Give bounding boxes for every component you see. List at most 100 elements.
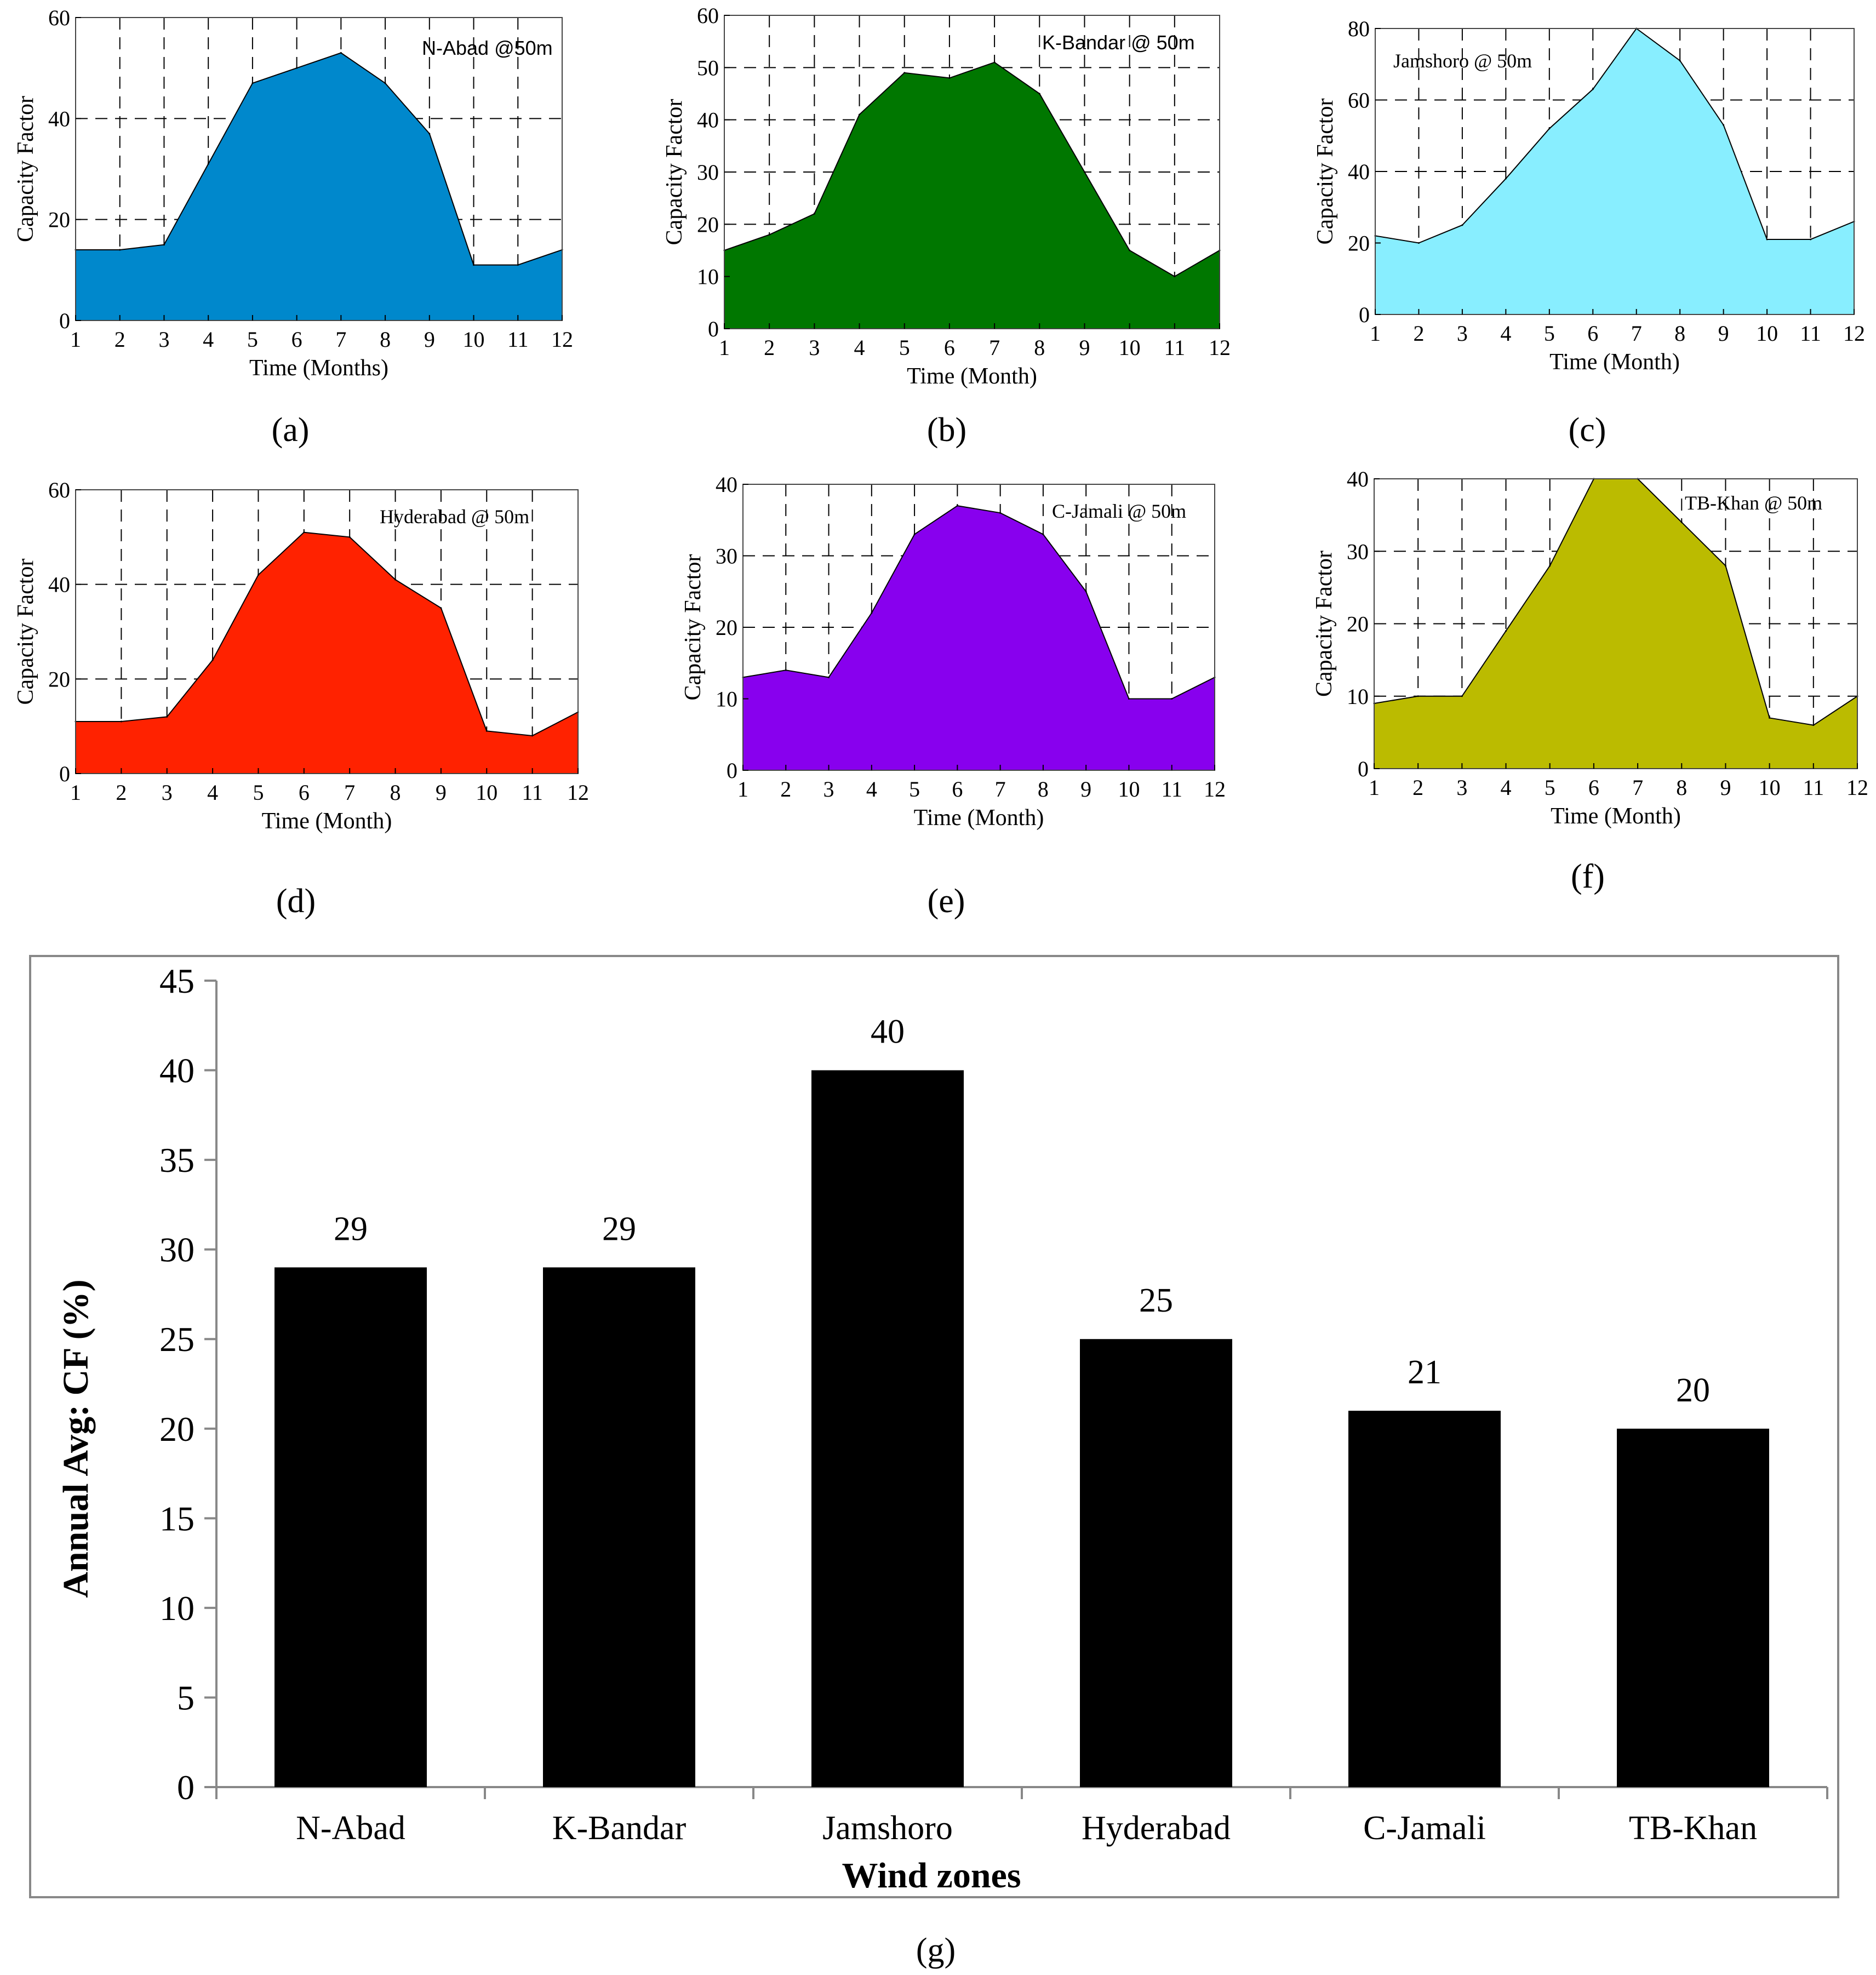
y-tick-label: 0 bbox=[708, 317, 719, 341]
data-point bbox=[119, 249, 121, 251]
x-tick-label: 7 bbox=[344, 780, 355, 805]
x-tick-label: 3 bbox=[162, 780, 173, 805]
x-tick-label: 7 bbox=[1631, 321, 1642, 346]
y-tick-label: 0 bbox=[1359, 302, 1370, 327]
series-area bbox=[75, 52, 563, 321]
y-tick-label: 20 bbox=[48, 208, 70, 232]
x-category-label: TB-Khan bbox=[1629, 1810, 1757, 1847]
x-tick-label: 3 bbox=[823, 777, 834, 802]
y-tick-label: 40 bbox=[1348, 159, 1370, 184]
x-tick-label: 5 bbox=[1544, 321, 1555, 346]
data-point bbox=[1129, 249, 1131, 251]
y-tick-label: 40 bbox=[1347, 467, 1369, 491]
y-axis-label: Capacity Factor bbox=[1313, 98, 1338, 244]
data-point bbox=[120, 720, 122, 723]
y-tick-label: 10 bbox=[697, 265, 719, 289]
data-point bbox=[163, 244, 165, 246]
bar-value-label: 25 bbox=[1139, 1282, 1173, 1319]
series-area bbox=[1374, 478, 1858, 769]
data-point bbox=[1724, 565, 1726, 567]
x-tick-label: 9 bbox=[424, 327, 435, 352]
x-tick-label: 5 bbox=[899, 335, 910, 360]
bar-value-label: 21 bbox=[1408, 1354, 1442, 1391]
bar bbox=[1080, 1339, 1232, 1787]
y-tick-label: 20 bbox=[716, 615, 737, 640]
x-tick-label: 12 bbox=[1209, 335, 1231, 360]
site-annotation: Jamshoro @ 50m bbox=[1393, 50, 1532, 72]
x-tick-label: 4 bbox=[1500, 321, 1511, 346]
panel-label: (a) bbox=[272, 411, 310, 449]
x-tick-label: 6 bbox=[1588, 775, 1599, 800]
data-point bbox=[948, 77, 951, 79]
x-tick-label: 3 bbox=[1456, 775, 1467, 800]
data-point bbox=[1766, 238, 1768, 241]
panel-label: (g) bbox=[916, 1932, 956, 1969]
y-axis-label: Capacity Factor bbox=[13, 96, 38, 242]
x-tick-label: 8 bbox=[1674, 321, 1685, 346]
x-tick-label: 11 bbox=[1161, 777, 1182, 802]
x-tick-label: 12 bbox=[1204, 777, 1226, 802]
y-tick-label: 60 bbox=[697, 3, 719, 28]
data-point bbox=[517, 264, 519, 266]
y-axis-label: Capacity Factor bbox=[1312, 551, 1337, 697]
panel-label: (b) bbox=[927, 411, 966, 449]
y-tick-label: 60 bbox=[48, 478, 70, 502]
x-tick-label: 4 bbox=[1501, 775, 1512, 800]
y-tick-label: 20 bbox=[1347, 612, 1369, 637]
y-tick-label: 0 bbox=[177, 1768, 195, 1807]
data-point bbox=[166, 715, 168, 718]
bar-value-label: 40 bbox=[871, 1014, 905, 1051]
data-point bbox=[785, 669, 787, 671]
x-tick-label: 10 bbox=[1759, 775, 1781, 800]
bar bbox=[1617, 1428, 1769, 1787]
y-tick-label: 40 bbox=[697, 108, 719, 133]
data-point bbox=[1680, 521, 1683, 523]
panel-label: (f) bbox=[1571, 858, 1605, 895]
data-point bbox=[207, 163, 209, 165]
chart-border bbox=[29, 955, 1839, 1898]
x-tick-label: 4 bbox=[854, 335, 865, 360]
x-tick-label: 5 bbox=[247, 327, 258, 352]
x-tick-label: 6 bbox=[952, 777, 963, 802]
x-tick-label: 1 bbox=[70, 780, 81, 805]
plot-frame bbox=[75, 17, 563, 321]
x-tick-label: 9 bbox=[1080, 777, 1091, 802]
x-tick-label: 6 bbox=[291, 327, 302, 352]
x-tick-label: 10 bbox=[1118, 777, 1140, 802]
site-annotation: Hyderabad @ 50m bbox=[380, 506, 529, 528]
bar-value-label: 20 bbox=[1676, 1372, 1710, 1409]
y-tick-label: 30 bbox=[716, 544, 737, 569]
x-tick-label: 10 bbox=[476, 780, 497, 805]
x-axis-label: Time (Months) bbox=[249, 356, 388, 381]
data-point bbox=[1505, 178, 1507, 180]
panel-label: (e) bbox=[928, 883, 965, 920]
x-tick-label: 2 bbox=[1413, 321, 1424, 346]
series-area bbox=[742, 505, 1215, 771]
site-annotation: TB-Khan @ 50m bbox=[1685, 492, 1822, 514]
data-point bbox=[485, 730, 488, 732]
y-tick-label: 60 bbox=[1348, 88, 1370, 113]
y-tick-label: 30 bbox=[1347, 539, 1369, 564]
x-axis-label: Time (Month) bbox=[1551, 804, 1681, 829]
data-point bbox=[257, 574, 259, 576]
x-tick-label: 7 bbox=[989, 335, 1000, 360]
bar bbox=[811, 1070, 964, 1787]
data-point bbox=[340, 52, 342, 54]
x-tick-label: 1 bbox=[70, 327, 81, 352]
x-tick-label: 10 bbox=[463, 327, 485, 352]
x-tick-label: 2 bbox=[780, 777, 791, 802]
data-point bbox=[1174, 276, 1176, 278]
x-tick-label: 11 bbox=[522, 780, 543, 805]
x-tick-label: 11 bbox=[507, 327, 529, 352]
y-tick-label: 40 bbox=[48, 106, 70, 131]
x-tick-label: 10 bbox=[1119, 335, 1141, 360]
y-tick-label: 10 bbox=[159, 1589, 195, 1628]
series-area bbox=[75, 531, 579, 774]
data-point bbox=[1171, 698, 1173, 700]
x-tick-label: 8 bbox=[380, 327, 391, 352]
x-tick-label: 1 bbox=[737, 777, 748, 802]
